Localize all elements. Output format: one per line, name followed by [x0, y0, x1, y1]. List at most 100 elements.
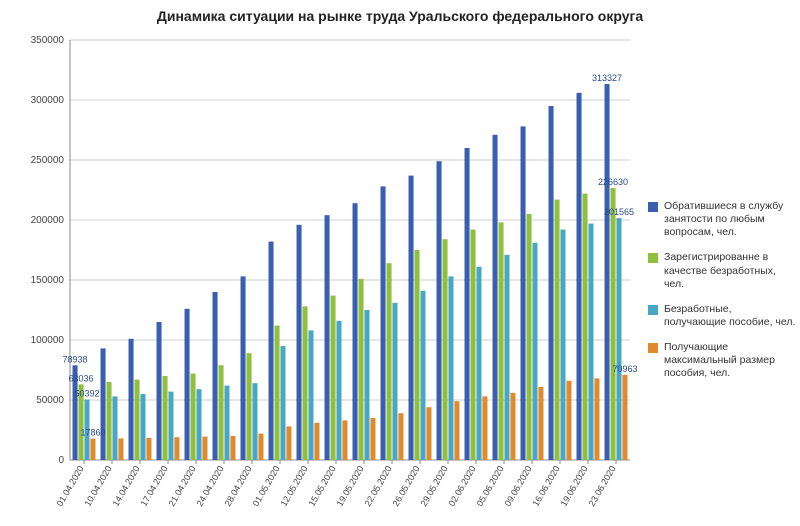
bar — [532, 243, 537, 460]
bar — [622, 375, 627, 460]
bar — [588, 224, 593, 460]
svg-text:200000: 200000 — [31, 215, 65, 226]
bar — [241, 276, 246, 460]
x-tick-label: 26.05.2020 — [391, 464, 422, 508]
bar — [246, 353, 251, 460]
bar-value-label: 313327 — [592, 73, 622, 83]
bar — [330, 296, 335, 460]
bar — [297, 225, 302, 460]
bar — [510, 393, 515, 460]
bar — [476, 267, 481, 460]
x-tick-label: 28.04.2020 — [223, 464, 254, 508]
bar — [577, 93, 582, 460]
bar — [594, 378, 599, 460]
bar — [465, 148, 470, 460]
bar-value-label: 78938 — [63, 354, 88, 364]
bar — [157, 322, 162, 460]
bar — [560, 230, 565, 460]
bar — [174, 437, 179, 460]
x-tick-label: 16.06.2020 — [531, 464, 562, 508]
bar — [308, 330, 313, 460]
bar — [470, 230, 475, 460]
bar — [370, 418, 375, 460]
bar — [448, 276, 453, 460]
legend-swatch — [648, 343, 658, 353]
svg-text:0: 0 — [58, 455, 64, 466]
bar — [196, 389, 201, 460]
chart-container: Динамика ситуации на рынке труда Уральск… — [0, 0, 800, 526]
bar — [493, 135, 498, 460]
x-tick-label: 15.05.2020 — [307, 464, 338, 508]
legend-label: Получающие максимальный размер пособия, … — [664, 341, 796, 380]
bar — [582, 194, 587, 460]
bar-value-label: 70963 — [612, 364, 637, 374]
bar — [118, 438, 123, 460]
x-tick-label: 19.06.2020 — [559, 464, 590, 508]
bar — [218, 365, 223, 460]
bar — [521, 126, 526, 460]
bar — [482, 396, 487, 460]
svg-text:250000: 250000 — [31, 155, 65, 166]
bar — [554, 200, 559, 460]
bar-value-label: 50392 — [74, 389, 99, 399]
bar — [426, 407, 431, 460]
bar — [386, 263, 391, 460]
legend-label: Зарегистрированне в качестве безработных… — [664, 251, 796, 290]
bar — [129, 339, 134, 460]
bar — [605, 84, 610, 460]
x-tick-label: 17.04.2020 — [139, 464, 170, 508]
bar — [134, 380, 139, 460]
bar — [314, 423, 319, 460]
bar — [442, 239, 447, 460]
x-tick-label: 19.05.2020 — [335, 464, 366, 508]
legend-swatch — [648, 202, 658, 212]
x-tick-label: 02.06.2020 — [447, 464, 478, 508]
bar — [112, 396, 117, 460]
svg-text:50000: 50000 — [36, 395, 64, 406]
bar — [454, 401, 459, 460]
legend-item: Получающие максимальный размер пособия, … — [648, 341, 796, 380]
x-tick-label: 01.05.2020 — [251, 464, 282, 508]
bar — [101, 348, 106, 460]
bar — [252, 383, 257, 460]
bar — [213, 292, 218, 460]
bar — [325, 215, 330, 460]
svg-text:150000: 150000 — [31, 275, 65, 286]
bar — [549, 106, 554, 460]
bar — [286, 426, 291, 460]
bar — [566, 381, 571, 460]
svg-text:100000: 100000 — [31, 335, 65, 346]
legend-item: Обратившиеся в службу занятости по любым… — [648, 200, 796, 239]
bar — [106, 382, 111, 460]
bar — [146, 438, 151, 460]
bar — [498, 222, 503, 460]
bar — [302, 306, 307, 460]
bar — [437, 161, 442, 460]
bar — [90, 439, 95, 460]
bar — [364, 310, 369, 460]
bar — [358, 279, 363, 460]
bar — [202, 437, 207, 460]
bar — [269, 242, 274, 460]
x-tick-label: 12.05.2020 — [279, 464, 310, 508]
bar — [168, 392, 173, 460]
x-tick-label: 22.05.2020 — [363, 464, 394, 508]
bar-value-label: 201565 — [604, 207, 634, 217]
bar-value-label: 17860 — [80, 428, 105, 438]
bar — [230, 436, 235, 460]
legend-label: Безработные, получающие пособие, чел. — [664, 303, 796, 329]
legend-item: Безработные, получающие пособие, чел. — [648, 303, 796, 329]
svg-text:300000: 300000 — [31, 95, 65, 106]
bar — [381, 186, 386, 460]
x-tick-label: 10.04.2020 — [83, 464, 114, 508]
bar — [140, 394, 145, 460]
bar — [190, 374, 195, 460]
bar — [414, 250, 419, 460]
bar — [224, 386, 229, 460]
bar — [258, 434, 263, 460]
bar — [353, 203, 358, 460]
legend: Обратившиеся в службу занятости по любым… — [648, 200, 796, 392]
x-tick-label: 14.04.2020 — [111, 464, 142, 508]
bar — [420, 291, 425, 460]
bar — [610, 188, 615, 460]
